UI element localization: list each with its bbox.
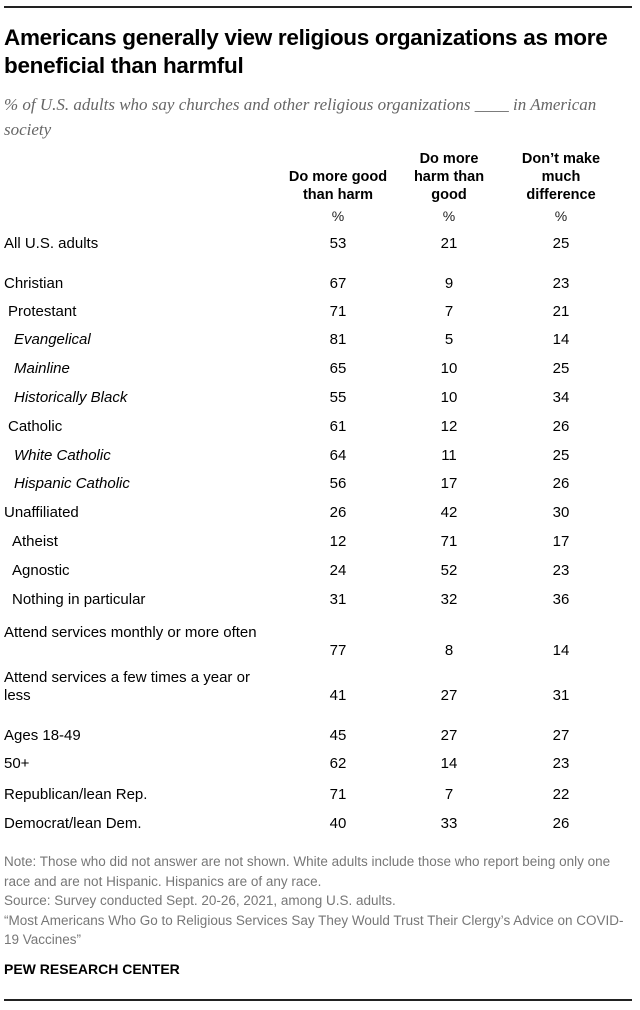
row-label: Hispanic Catholic [14,475,130,492]
cell-value: 42 [440,504,458,521]
cell-value: 26 [552,418,570,435]
cell-value: 23 [552,562,570,579]
row-label: Attend services monthly or more often [4,624,257,641]
cell-value: 26 [552,475,570,492]
row-label: Ages 18-49 [4,727,81,744]
cell-value: 71 [440,533,458,550]
unit-label: % [331,208,345,224]
row-label: Unaffiliated [4,504,79,521]
cell-value: 41 [329,687,347,704]
cell-value: 8 [444,642,454,659]
cell-value: 5 [444,331,454,348]
cell-value: 71 [329,786,347,803]
cell-value: 27 [552,727,570,744]
cell-value: 62 [329,755,347,772]
cell-value: 27 [440,687,458,704]
brand-logo: PEW RESEARCH CENTER [4,961,180,977]
row-label: Democrat/lean Dem. [4,815,142,832]
cell-value: 14 [552,642,570,659]
cell-value: 31 [329,591,347,608]
cell-value: 17 [552,533,570,550]
cell-value: 14 [552,331,570,348]
cell-value: 23 [552,275,570,292]
cell-value: 24 [329,562,347,579]
row-label: Christian [4,275,64,292]
bottom-rule [4,999,632,1001]
row-label: Attend services a few times a year or le… [4,669,250,704]
cell-value: 30 [552,504,570,521]
cell-value: 32 [440,591,458,608]
cell-value: 10 [440,389,458,406]
cell-value: 64 [329,447,347,464]
cell-value: 36 [552,591,570,608]
row-label: Nothing in particular [12,591,146,608]
unit-label: % [554,208,568,224]
row-label: Protestant [8,303,77,320]
row-label: Republican/lean Rep. [4,786,148,803]
cell-value: 23 [552,755,570,772]
cell-value: 7 [444,786,454,803]
report-title: “Most Americans Who Go to Religious Serv… [4,912,624,948]
cell-value: 21 [552,303,570,320]
chart-subtitle: % of U.S. adults who say churches and ot… [4,95,597,139]
row-label: Historically Black [14,389,128,406]
cell-value: 45 [329,727,347,744]
chart-title: Americans generally view religious organ… [4,25,608,78]
cell-value: 25 [552,447,570,464]
cell-value: 52 [440,562,458,579]
cell-value: 22 [552,786,570,803]
cell-value: 31 [552,687,570,704]
cell-value: 40 [329,815,347,832]
cell-value: 11 [441,447,457,464]
cell-value: 21 [440,235,458,252]
cell-value: 9 [444,275,454,292]
source-text: Source: Survey conducted Sept. 20-26, 20… [4,893,396,909]
cell-value: 27 [440,727,458,744]
cell-value: 33 [440,815,458,832]
row-label: Catholic [8,418,63,435]
notes: Note: Those who did not answer are not s… [4,852,624,950]
cell-value: 71 [329,303,347,320]
cell-value: 12 [329,533,347,550]
row-label: Evangelical [14,331,91,348]
cell-value: 7 [444,303,454,320]
unit-label: % [442,208,456,224]
note-text: Note: Those who did not answer are not s… [4,854,611,889]
row-label: White Catholic [14,447,111,464]
row-label: Mainline [14,360,70,377]
cell-value: 34 [552,389,570,406]
row-label: 50+ [4,755,30,772]
row-label: Agnostic [12,562,70,579]
row-label: Atheist [12,533,58,550]
cell-value: 77 [329,642,347,659]
cell-value: 26 [329,504,347,521]
cell-value: 56 [329,475,347,492]
cell-value: 25 [552,360,570,377]
row-label: All U.S. adults [4,235,99,252]
column-header-no-difference: Don’t make much difference [521,151,601,203]
column-header-harm: Do more harm than good [413,151,485,203]
column-header-good: Do more good than harm [288,169,388,203]
cell-value: 17 [440,475,458,492]
cell-value: 61 [329,418,347,435]
top-rule [4,6,632,8]
cell-value: 12 [440,418,458,435]
cell-value: 26 [552,815,570,832]
cell-value: 14 [440,755,458,772]
cell-value: 25 [552,235,570,252]
cell-value: 81 [329,331,347,348]
cell-value: 10 [440,360,458,377]
cell-value: 55 [329,389,347,406]
cell-value: 67 [329,275,347,292]
cell-value: 53 [329,235,347,252]
cell-value: 65 [329,360,347,377]
